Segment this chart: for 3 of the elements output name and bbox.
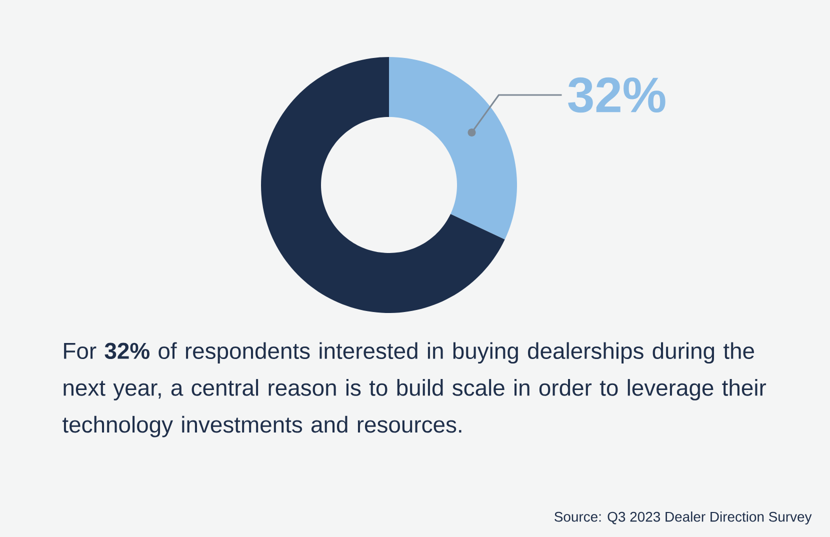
- text: For 32% of respondents interested in buying dealerships during the next year, a central reason is to build scale in order to leverage their technology investments and resources.: [62, 342, 766, 438]
- source-note: Source: Q3 2023 Dealer Direction Survey: [554, 511, 812, 524]
- data-label: 32%: [568, 77, 666, 113]
